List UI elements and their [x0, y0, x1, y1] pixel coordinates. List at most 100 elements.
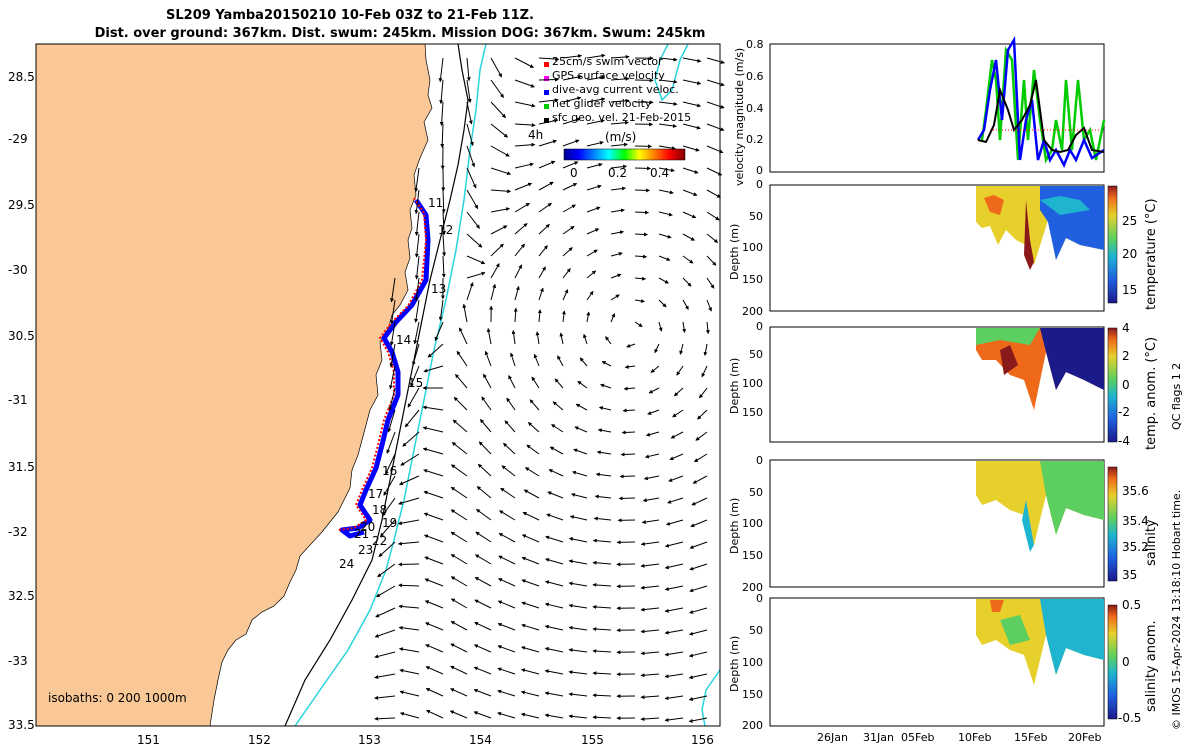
current-vector [466, 189, 479, 210]
current-vector [667, 497, 684, 504]
current-vector [701, 365, 708, 378]
current-vector [592, 605, 612, 610]
current-vector [479, 418, 492, 433]
current-vector [610, 313, 616, 323]
current-vector [538, 139, 558, 147]
depth-tick: 50 [749, 210, 763, 223]
current-vector [562, 117, 581, 125]
legend-entry: 25cm/s swim vector [552, 55, 663, 68]
current-vector [640, 629, 660, 634]
temperature-tick: 15 [1122, 283, 1138, 297]
current-vector [664, 695, 684, 701]
current-vector [497, 689, 516, 697]
current-vector [673, 387, 684, 397]
depth-tick: 150 [742, 273, 763, 286]
current-vector [568, 581, 588, 587]
current-vector [682, 145, 700, 152]
current-vector [514, 202, 530, 213]
current-vector [474, 621, 492, 631]
current-vector [511, 329, 516, 345]
day-label: 15 [408, 376, 424, 390]
current-vector [562, 75, 582, 81]
current-vector [549, 446, 564, 455]
current-vector [562, 204, 576, 213]
current-vector [640, 607, 660, 612]
current-vector [568, 603, 588, 609]
current-vector [634, 188, 651, 193]
lat-tick: 28.5 [8, 70, 35, 84]
current-vector [706, 277, 715, 289]
current-vector [586, 290, 594, 301]
current-vector [414, 233, 420, 258]
current-vector [682, 233, 695, 241]
current-vector [374, 651, 396, 659]
current-vector [679, 343, 684, 355]
current-vector [376, 585, 396, 598]
current-vector [592, 715, 612, 720]
current-vector [682, 57, 702, 63]
current-vector [568, 670, 588, 675]
current-vector [514, 243, 525, 257]
time-tick: 10Feb [958, 731, 992, 744]
current-vector [427, 343, 444, 358]
current-vector [475, 508, 492, 521]
current-vector [592, 671, 612, 676]
lat-tick: -30 [8, 263, 28, 277]
current-vector [383, 475, 396, 496]
current-vector [688, 629, 708, 636]
current-vector [658, 79, 678, 84]
current-vector [381, 497, 396, 517]
salinity-tick: 35.4 [1122, 514, 1149, 528]
current-vector [410, 365, 420, 387]
current-vector [466, 211, 480, 229]
lat-tick: 29.5 [8, 198, 35, 212]
depth-tick: 150 [742, 406, 763, 419]
current-vector [688, 651, 708, 658]
current-vector [654, 343, 660, 354]
current-vector [552, 401, 564, 411]
glider-track [339, 198, 431, 539]
current-vector [474, 554, 492, 565]
current-vector [466, 123, 474, 147]
current-vector [688, 717, 708, 723]
current-vector [522, 511, 540, 521]
credit-label: © IMOS 15-Apr-2024 13:18:10 Hobart time. [1170, 489, 1183, 730]
current-vector [398, 604, 420, 609]
current-vector [497, 667, 516, 675]
current-vector [526, 444, 540, 455]
current-vector [634, 210, 650, 215]
current-vector [538, 160, 556, 169]
current-vector [691, 497, 708, 506]
current-vector [586, 53, 606, 59]
legend-entry: dive-avg current veloc. [552, 83, 679, 96]
current-vector [586, 206, 601, 213]
current-vector [399, 690, 420, 697]
current-vector [664, 541, 684, 548]
current-vector [664, 651, 684, 657]
current-vector [640, 695, 660, 700]
current-vector [562, 247, 573, 257]
current-vector [438, 57, 444, 83]
lat-tick: -33 [8, 654, 28, 668]
current-vector [375, 607, 396, 618]
current-vector [476, 486, 492, 499]
current-vector [610, 164, 628, 169]
current-vector [598, 406, 612, 411]
current-vector [640, 563, 660, 568]
current-vector [668, 475, 684, 482]
current-vector [682, 189, 698, 196]
temperature-tick: 20 [1122, 247, 1138, 261]
depth-tick: 100 [742, 517, 763, 530]
current-vector [473, 644, 492, 653]
current-vector [706, 101, 725, 109]
current-vector [490, 123, 509, 138]
current-vector [404, 409, 420, 428]
current-vector [544, 713, 564, 719]
current-vector [483, 373, 492, 389]
current-vector [380, 519, 396, 537]
current-vector [658, 277, 669, 284]
current-vector [423, 490, 444, 499]
temp-anom-tick: 2 [1122, 349, 1130, 363]
current-vector [586, 162, 603, 169]
current-vector [618, 496, 636, 501]
